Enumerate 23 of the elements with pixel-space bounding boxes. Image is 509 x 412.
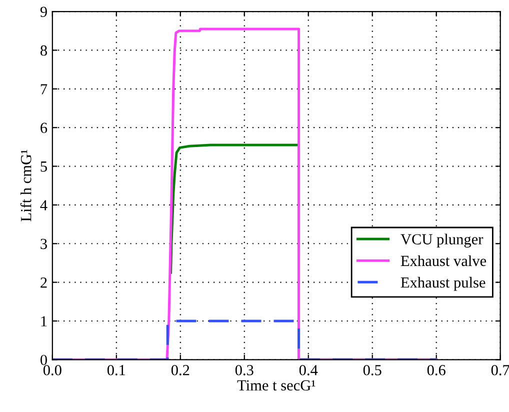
x-tick-label: 0.4 — [299, 364, 318, 376]
y-tick-label: 8 — [40, 45, 47, 56]
x-tick-label: 0.6 — [427, 364, 446, 376]
x-tick-label: 0.2 — [171, 364, 190, 376]
legend-label: VCU plunger — [400, 234, 484, 248]
y-tick-label: 1 — [41, 316, 47, 326]
y-tick-label: 6 — [40, 122, 48, 134]
x-axis-title: Time t secG¹ — [237, 380, 316, 391]
y-tick-label: 7 — [40, 84, 48, 94]
y-tick-label: 5 — [40, 162, 47, 172]
legend-label: Exhaust valve — [400, 255, 486, 266]
x-tick-label: 0.0 — [43, 364, 62, 376]
x-tick-label: 0.7 — [491, 364, 509, 376]
x-tick-label: 0.1 — [107, 364, 126, 376]
y-tick-label: 2 — [40, 277, 47, 288]
y-tick-label: 3 — [40, 238, 47, 250]
y-tick-label: 4 — [40, 200, 48, 210]
x-tick-label: 0.3 — [235, 364, 254, 376]
legend-label: Exhaust pulse — [400, 276, 486, 291]
x-tick-label: 0.5 — [363, 364, 382, 376]
y-tick-label: 0 — [40, 354, 47, 366]
y-axis-title: Lift h cmG¹ — [20, 150, 32, 222]
y-tick-label: 9 — [40, 6, 47, 17]
